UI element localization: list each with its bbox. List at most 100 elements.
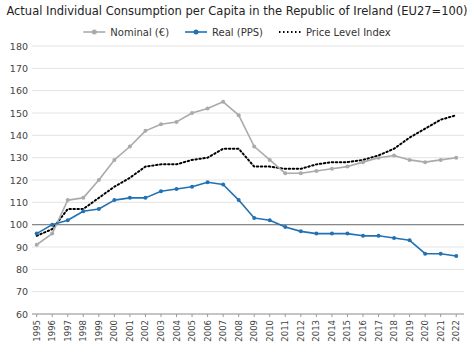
point: [361, 234, 365, 238]
x-tick-label: 2000: [109, 320, 119, 342]
x-tick-label: 2004: [172, 320, 182, 342]
point: [252, 145, 256, 149]
point: [221, 182, 225, 186]
x-tick: [98, 314, 99, 317]
y-axis: 60708090100110120130140150160170180: [10, 41, 464, 320]
x-tick-label: 1999: [94, 320, 104, 342]
x-tick: [67, 314, 68, 317]
x-tick-label: 1997: [63, 320, 73, 342]
x-tick-label: 2009: [249, 320, 259, 342]
point: [159, 189, 163, 193]
y-tick-label: 110: [10, 197, 28, 208]
point: [439, 158, 443, 162]
reference-line: [32, 224, 464, 225]
point: [175, 187, 179, 191]
y-tick-label: 60: [16, 309, 28, 320]
x-axis-line: [32, 314, 464, 315]
point: [206, 180, 210, 184]
point: [314, 169, 318, 173]
y-tick-label: 130: [10, 152, 28, 163]
legend-label: Nominal (€): [110, 27, 169, 38]
point: [345, 232, 349, 236]
legend-label: Real (PPS): [212, 27, 263, 38]
legend: Nominal (€) Real (PPS) Price Level Index: [83, 27, 390, 38]
legend-swatch: [279, 31, 301, 33]
point: [81, 209, 85, 213]
x-tick: [362, 314, 363, 317]
x-tick: [192, 314, 193, 317]
point: [283, 171, 287, 175]
x-tick-label: 2018: [389, 320, 399, 342]
x-tick: [440, 314, 441, 317]
point: [97, 207, 101, 211]
y-tick-label: 80: [16, 264, 28, 275]
grid-line: [32, 68, 464, 69]
x-tick: [285, 314, 286, 317]
legend-item: Nominal (€): [83, 27, 169, 38]
grid-line: [32, 90, 464, 91]
point: [128, 196, 132, 200]
series-line: [37, 182, 457, 256]
legend-item: Real (PPS): [185, 27, 263, 38]
x-tick: [378, 314, 379, 317]
x-tick-label: 2011: [280, 320, 290, 342]
x-tick: [223, 314, 224, 317]
point: [112, 198, 116, 202]
point: [377, 234, 381, 238]
x-tick: [316, 314, 317, 317]
y-tick-label: 170: [10, 63, 28, 74]
legend-item: Price Level Index: [279, 27, 391, 38]
x-tick-label: 2020: [420, 320, 430, 342]
legend-marker: [194, 30, 199, 35]
x-tick: [347, 314, 348, 317]
x-tick-label: 1998: [78, 320, 88, 342]
point: [439, 252, 443, 256]
point: [268, 218, 272, 222]
title: Actual Individual Consumption per Capita…: [6, 4, 467, 18]
grid-line: [32, 247, 464, 248]
x-tick-label: 2008: [234, 320, 244, 342]
x-tick: [129, 314, 130, 317]
x-tick-label: 2003: [156, 320, 166, 342]
x-tick-label: 2010: [265, 320, 275, 342]
legend-label: Price Level Index: [306, 27, 391, 38]
point: [268, 158, 272, 162]
series-line: [37, 115, 457, 236]
grid-line: [32, 113, 464, 114]
point: [66, 198, 70, 202]
x-tick-label: 2022: [451, 320, 461, 342]
x-tick: [114, 314, 115, 317]
grid-line: [32, 314, 464, 315]
x-tick: [331, 314, 332, 317]
x-tick: [394, 314, 395, 317]
series-line: [37, 102, 457, 245]
x-tick: [36, 314, 37, 317]
x-tick: [254, 314, 255, 317]
point: [128, 145, 132, 149]
grid-line: [32, 202, 464, 203]
x-tick-label: 2006: [203, 320, 213, 342]
series: [35, 100, 459, 247]
y-tick-label: 120: [10, 175, 28, 186]
y-tick-label: 150: [10, 108, 28, 119]
x-tick-label: 2021: [436, 320, 446, 342]
point: [97, 178, 101, 182]
point: [143, 196, 147, 200]
legend-marker: [92, 30, 97, 35]
x-tick-label: 2007: [218, 320, 228, 342]
x-tick-label: 2015: [342, 320, 352, 342]
y-tick-label: 140: [10, 130, 28, 141]
x-tick: [83, 314, 84, 317]
grid-line: [32, 224, 464, 225]
point: [50, 232, 54, 236]
point: [112, 158, 116, 162]
point: [392, 153, 396, 157]
x-tick: [52, 314, 53, 317]
point: [408, 238, 412, 242]
x-tick-label: 1995: [32, 320, 42, 342]
series: [35, 180, 459, 258]
x-tick: [160, 314, 161, 317]
point: [314, 232, 318, 236]
x-tick-label: 2014: [327, 320, 337, 342]
x-tick: [300, 314, 301, 317]
